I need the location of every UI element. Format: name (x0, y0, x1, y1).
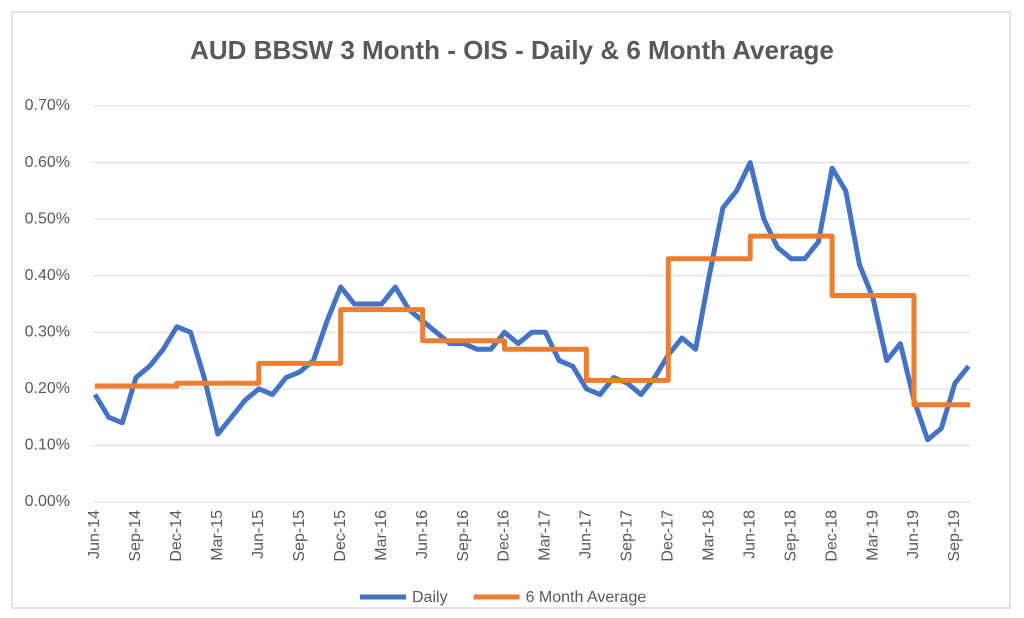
x-tick-label: Sep-17 (619, 510, 636, 562)
average-line (95, 233, 972, 408)
x-tick-label: Mar-19 (864, 510, 881, 561)
x-tick-label: Jun-19 (905, 510, 922, 559)
x-tick-label: Jun-18 (741, 510, 758, 559)
chart-title: AUD BBSW 3 Month - OIS - Daily & 6 Month… (190, 35, 834, 65)
x-tick-label: Dec-14 (168, 510, 185, 562)
x-tick-label: Sep-19 (946, 510, 963, 562)
y-tick-label: 0.40% (25, 267, 70, 284)
legend-label: 6 Month Average (526, 589, 647, 606)
x-tick-label: Dec-18 (823, 510, 840, 562)
y-tick-label: 0.70% (25, 97, 70, 114)
x-tick-label: Sep-15 (291, 510, 308, 562)
x-tick-label: Jun-14 (86, 510, 103, 559)
x-tick-label: Dec-16 (496, 510, 513, 562)
y-tick-label: 0.10% (25, 437, 70, 454)
x-tick-label: Sep-14 (127, 510, 144, 562)
legend-label: Daily (412, 589, 448, 606)
x-tick-label: Dec-15 (332, 510, 349, 562)
x-tick-label: Mar-18 (700, 510, 717, 561)
x-tick-label: Jun-17 (578, 510, 595, 559)
x-tick-label: Sep-18 (782, 510, 799, 562)
x-tick-label: Mar-16 (373, 510, 390, 561)
x-tick-label: Jun-16 (414, 510, 431, 559)
y-tick-label: 0.00% (25, 493, 70, 510)
y-tick-label: 0.60% (25, 154, 70, 171)
x-tick-label: Jun-15 (250, 510, 267, 559)
y-tick-label: 0.50% (25, 210, 70, 227)
x-tick-label: Dec-17 (660, 510, 677, 562)
x-tick-label: Mar-15 (209, 510, 226, 561)
y-tick-label: 0.20% (25, 380, 70, 397)
daily-line (92, 160, 971, 443)
x-tick-label: Sep-16 (455, 510, 472, 562)
y-tick-label: 0.30% (25, 324, 70, 341)
x-tick-label: Mar-17 (537, 510, 554, 561)
chart-border (11, 11, 1011, 609)
